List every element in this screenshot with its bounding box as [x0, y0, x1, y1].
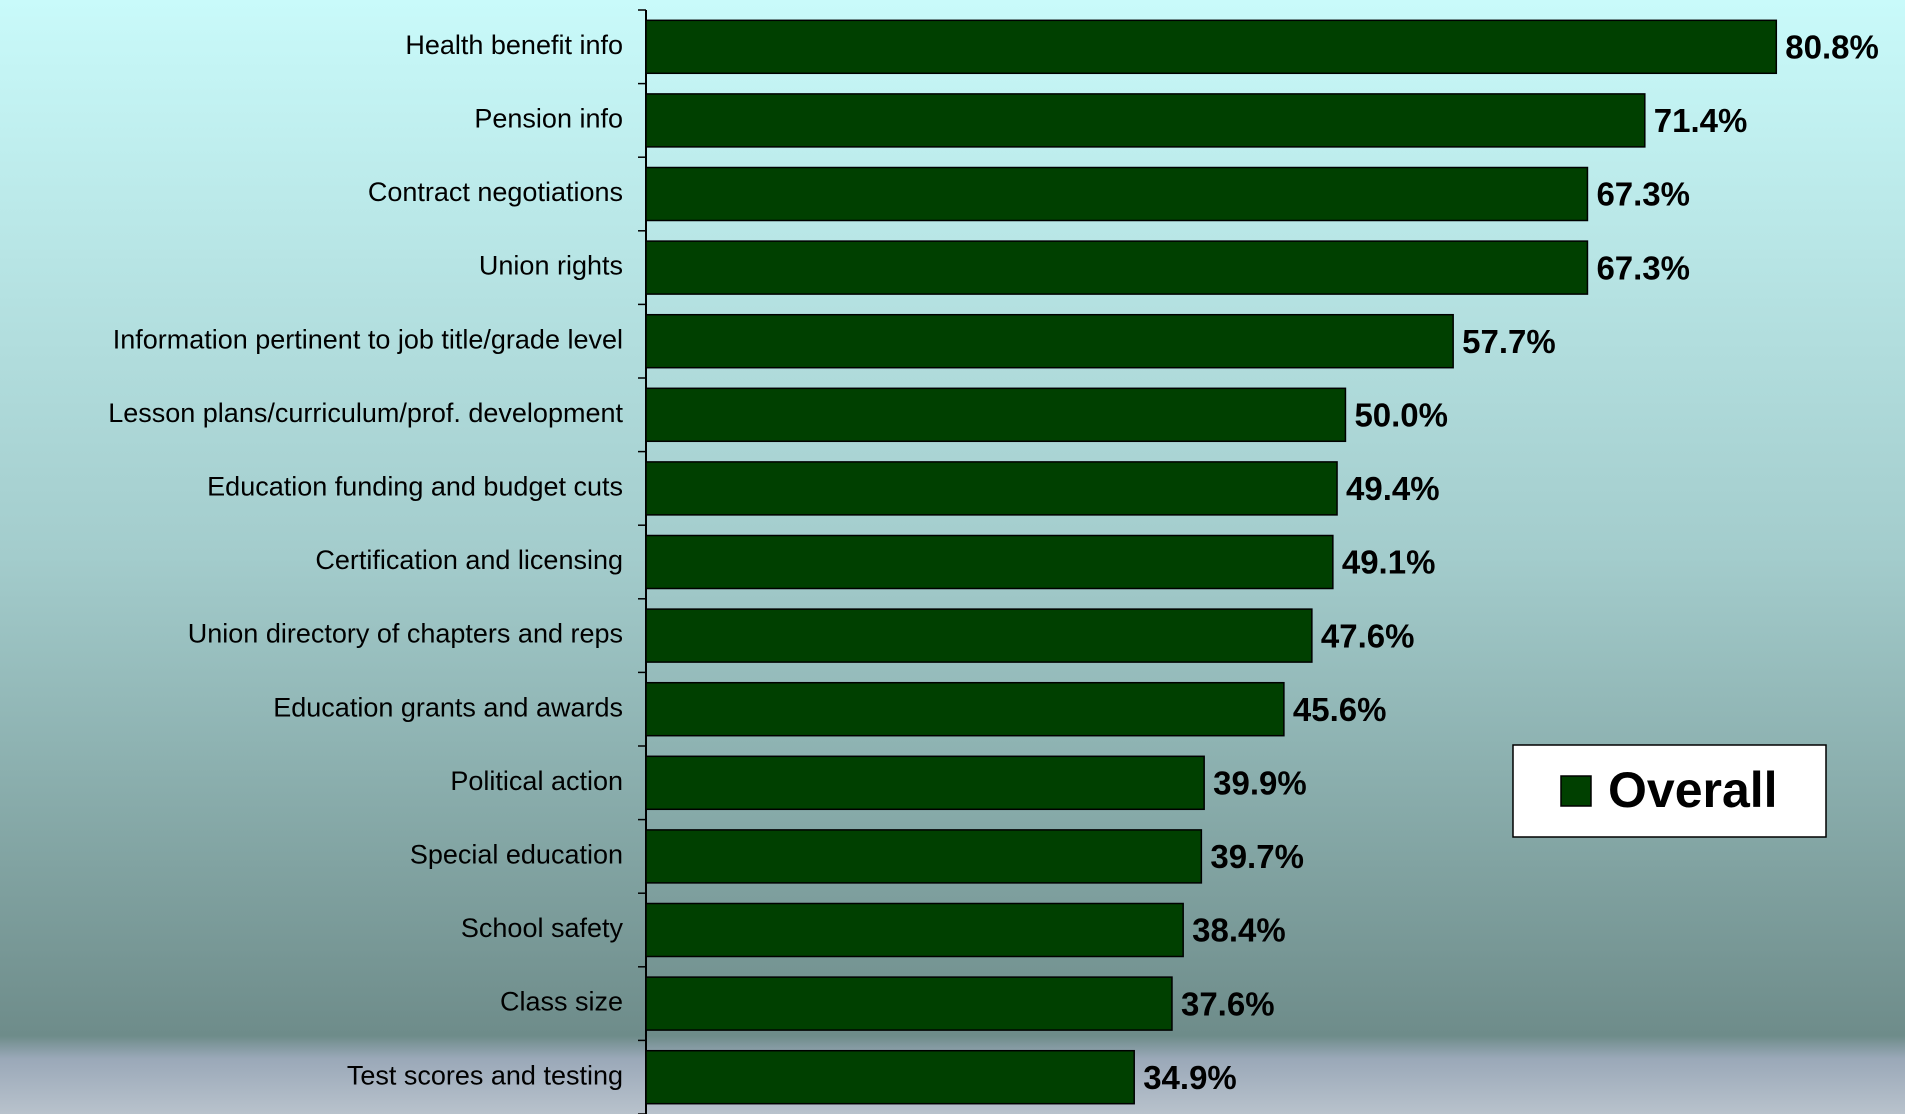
value-label: 34.9% [1143, 1059, 1237, 1096]
bar [645, 976, 1173, 1031]
y-tick-label: School safety [461, 913, 624, 943]
bar [645, 534, 1334, 590]
bar [645, 240, 1589, 295]
value-label: 39.7% [1210, 838, 1304, 875]
y-tick-label: Pension info [474, 104, 623, 134]
y-tick-label: Lesson plans/curriculum/prof. developmen… [108, 398, 623, 428]
y-tick-label: Union directory of chapters and reps [188, 619, 623, 649]
bar [645, 166, 1589, 222]
bar [645, 93, 1646, 148]
y-tick-label: Test scores and testing [347, 1060, 623, 1090]
bar [645, 902, 1184, 958]
y-tick-label: Special education [410, 840, 623, 870]
value-label: 49.1% [1342, 544, 1436, 581]
bar [645, 313, 1454, 369]
value-label: 38.4% [1192, 912, 1286, 949]
y-tick-label: Class size [500, 987, 623, 1017]
bar [645, 608, 1313, 663]
bar [645, 755, 1205, 811]
y-tick-label: Political action [450, 766, 623, 796]
y-tick-label: Information pertinent to job title/grade… [113, 324, 623, 354]
value-label: 50.0% [1354, 397, 1448, 434]
legend-swatch [1560, 775, 1592, 807]
y-tick-label: Union rights [479, 251, 623, 281]
bar [645, 387, 1347, 443]
value-label: 39.9% [1213, 765, 1307, 802]
value-label: 67.3% [1596, 249, 1690, 286]
legend-label: Overall [1608, 762, 1778, 818]
y-tick-label: Health benefit info [405, 30, 623, 60]
value-label: 37.6% [1181, 985, 1275, 1022]
bar [645, 829, 1203, 884]
y-tick-label: Certification and licensing [315, 545, 623, 575]
bar [645, 1049, 1135, 1105]
y-tick-label: Education grants and awards [273, 692, 623, 722]
value-label: 45.6% [1293, 691, 1387, 728]
value-label: 47.6% [1321, 617, 1415, 654]
value-label: 80.8% [1785, 29, 1879, 66]
value-label: 67.3% [1596, 176, 1690, 213]
value-label: 71.4% [1654, 102, 1748, 139]
y-tick-label: Education funding and budget cuts [207, 472, 623, 502]
bar [645, 461, 1338, 516]
bar [645, 681, 1285, 737]
bar [645, 19, 1778, 75]
y-tick-label: Contract negotiations [368, 177, 623, 207]
value-label: 49.4% [1346, 470, 1440, 507]
value-label: 57.7% [1462, 323, 1556, 360]
